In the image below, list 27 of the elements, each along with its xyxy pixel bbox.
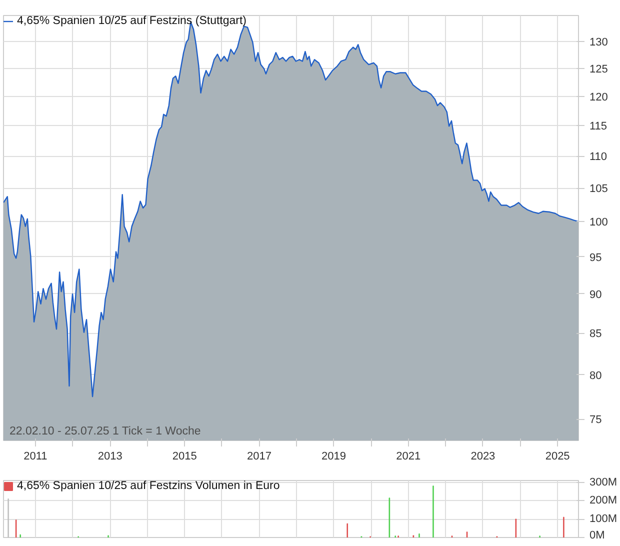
x-tick-label: 2023: [470, 450, 496, 462]
y-tick-label: 90: [590, 288, 602, 301]
y-tick-label: 110: [590, 151, 608, 164]
y-tick-label: 125: [590, 63, 608, 76]
y-tick-label: 300M: [590, 476, 618, 488]
annotation: 22.02.10 - 25.07.25 1 Tick = 1 Woche: [10, 426, 201, 438]
y-tick-label: 115: [590, 120, 608, 133]
y-tick-label: 200M: [590, 494, 618, 507]
y-tick-label: 100: [590, 216, 608, 229]
x-tick-label: 2021: [396, 450, 421, 462]
y-tick-label: 130: [590, 36, 608, 48]
y-tick-label: 75: [590, 414, 602, 426]
y-tick-label: 95: [590, 252, 602, 264]
y-tick-label: 105: [590, 183, 608, 196]
x-tick-label: 2013: [98, 450, 122, 462]
x-tick-label: 2015: [172, 450, 197, 462]
x-tick-label: 2011: [24, 450, 48, 462]
y-tick-label: 120: [590, 91, 608, 104]
y-tick-label: 85: [590, 328, 602, 340]
legend-label: 4,65% Spanien 10/25 auf Festzins Volumen in Euro: [17, 480, 280, 492]
legend-label: 4,65% Spanien 10/25 auf Festzins (Stuttgart): [17, 15, 246, 27]
y-tick-label: 0M: [590, 530, 605, 542]
y-tick-label: 100M: [590, 513, 618, 526]
y-tick-label: 80: [590, 370, 602, 382]
x-tick-label: 2025: [545, 450, 570, 462]
x-tick-label: 2017: [247, 450, 272, 462]
x-tick-label: 2019: [322, 450, 346, 462]
